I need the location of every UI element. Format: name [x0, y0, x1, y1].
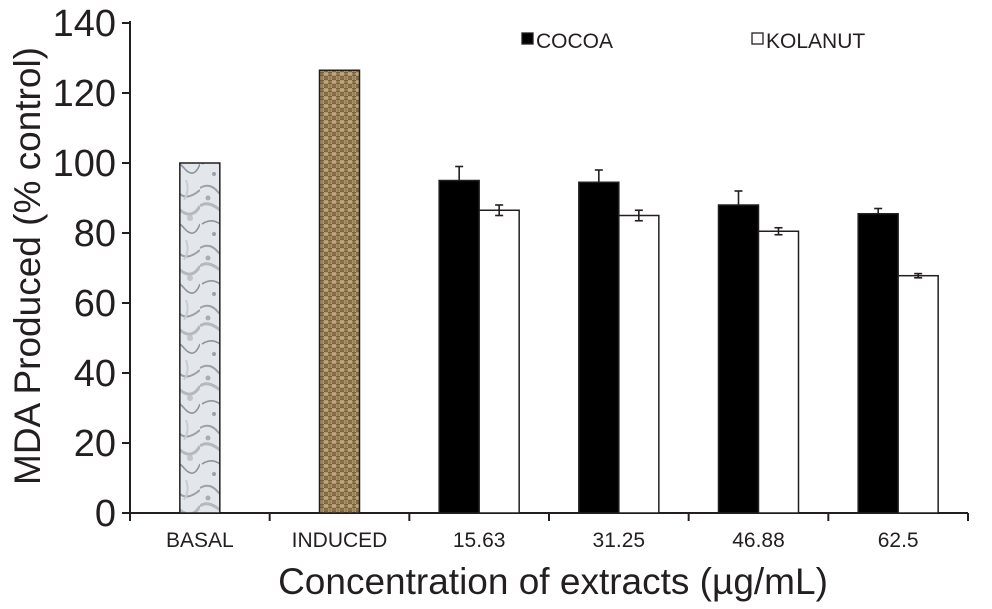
x-tick-label: INDUCED	[292, 529, 388, 552]
y-tick-label: 80	[74, 213, 116, 255]
bar-cocoa	[857, 213, 899, 514]
legend-label-kolanut: KOLANUT	[766, 30, 865, 53]
y-tick-label: 20	[74, 423, 116, 465]
y-tick-label: 40	[74, 353, 116, 395]
x-tick-label: BASAL	[166, 529, 234, 552]
y-tick-label: 100	[53, 143, 116, 185]
bar-kolanut	[897, 274, 939, 514]
legend-label-cocoa: COCOA	[536, 30, 613, 53]
x-tick-label: 62.5	[878, 529, 919, 552]
bar-kolanut	[757, 230, 800, 514]
y-tick-label: 140	[53, 3, 116, 45]
bar-induced	[318, 69, 361, 514]
x-axis-title: Concentration of extracts (µg/mL)	[278, 561, 828, 602]
legend-swatch-cocoa	[521, 32, 534, 45]
y-tick-label: 60	[74, 283, 116, 325]
bar-kolanut	[478, 209, 520, 514]
x-tick-label: 31.25	[593, 529, 646, 552]
x-tick-label: 15.63	[453, 529, 506, 552]
bar-cocoa	[438, 179, 480, 514]
bar-kolanut	[618, 214, 660, 514]
bar-cocoa	[717, 204, 760, 514]
y-axis-title: MDA Produced (% control)	[7, 47, 48, 485]
bar-cocoa	[578, 181, 620, 514]
y-tick-label: 120	[53, 73, 116, 115]
y-tick-label: 0	[95, 493, 116, 535]
x-tick-label: 46.88	[732, 529, 785, 552]
plot-area: 0 20 40 60 80 100 120 140 BASAL INDUCED 15.63 31.25…	[53, 3, 969, 552]
legend-swatch-kolanut	[751, 32, 764, 45]
bar-basal	[179, 162, 221, 514]
